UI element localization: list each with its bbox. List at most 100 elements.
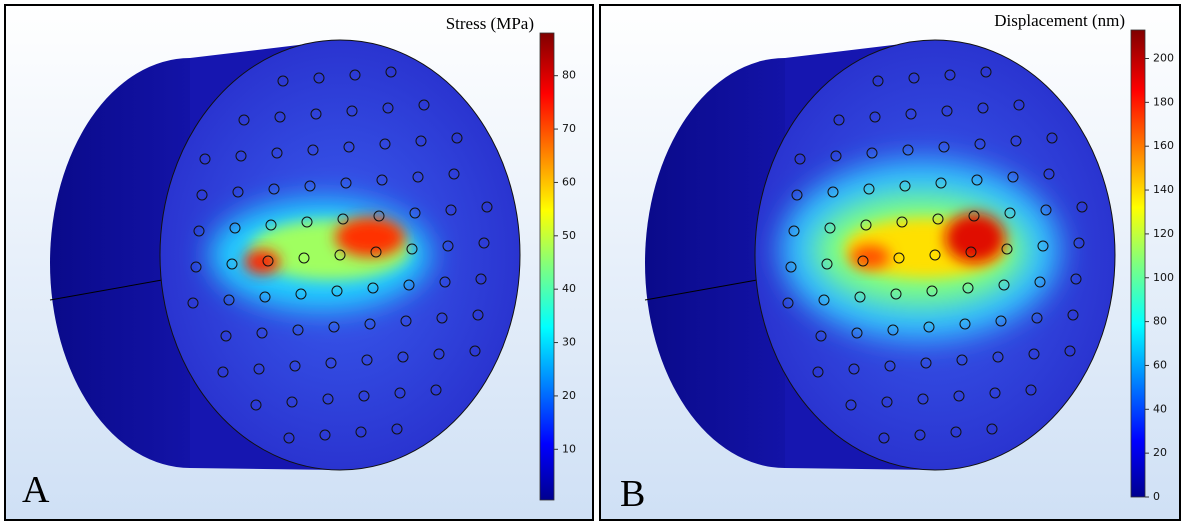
hole bbox=[385, 66, 397, 78]
hole bbox=[914, 429, 926, 441]
hole bbox=[998, 279, 1010, 291]
colorbar bbox=[539, 32, 555, 501]
hole bbox=[253, 363, 265, 375]
hole bbox=[328, 321, 340, 333]
hole bbox=[277, 75, 289, 87]
hole bbox=[821, 258, 833, 270]
hole bbox=[782, 297, 794, 309]
hole bbox=[896, 216, 908, 228]
hole bbox=[980, 66, 992, 78]
field-hotspot bbox=[244, 250, 280, 274]
colorbar-tick-label: 60 bbox=[562, 175, 576, 188]
hole bbox=[1031, 312, 1043, 324]
hole bbox=[355, 426, 367, 438]
hole bbox=[917, 393, 929, 405]
hole bbox=[959, 318, 971, 330]
hole bbox=[430, 384, 442, 396]
hole bbox=[271, 147, 283, 159]
hole bbox=[226, 258, 238, 270]
hole bbox=[442, 240, 454, 252]
hole bbox=[962, 282, 974, 294]
hole bbox=[890, 288, 902, 300]
hole bbox=[370, 246, 382, 258]
colorbar-tick-label: 80 bbox=[1153, 315, 1167, 328]
hole bbox=[956, 354, 968, 366]
hole bbox=[989, 387, 1001, 399]
hole bbox=[376, 174, 388, 186]
hole bbox=[301, 216, 313, 228]
hole bbox=[845, 399, 857, 411]
hole bbox=[478, 237, 490, 249]
hole bbox=[812, 366, 824, 378]
hole bbox=[935, 177, 947, 189]
hole bbox=[851, 327, 863, 339]
hole bbox=[187, 297, 199, 309]
hole bbox=[313, 72, 325, 84]
hole bbox=[304, 180, 316, 192]
colorbar-tick-label: 180 bbox=[1153, 95, 1174, 108]
hole bbox=[433, 348, 445, 360]
colorbar bbox=[1130, 29, 1146, 498]
hole bbox=[1034, 276, 1046, 288]
hole bbox=[1007, 171, 1019, 183]
hole bbox=[412, 171, 424, 183]
colorbar-tick-label: 80 bbox=[562, 69, 576, 82]
colorbar-tick-label: 140 bbox=[1153, 183, 1174, 196]
hole bbox=[878, 432, 890, 444]
hole bbox=[265, 219, 277, 231]
hole bbox=[902, 144, 914, 156]
hole bbox=[785, 261, 797, 273]
hole bbox=[382, 102, 394, 114]
hole bbox=[848, 363, 860, 375]
hole bbox=[866, 147, 878, 159]
hole bbox=[950, 426, 962, 438]
colorbar-tick-label: 40 bbox=[1153, 402, 1167, 415]
hole bbox=[403, 279, 415, 291]
hole bbox=[818, 294, 830, 306]
hole bbox=[965, 246, 977, 258]
hole bbox=[908, 72, 920, 84]
colorbar-tick-label: 50 bbox=[562, 229, 576, 242]
hole bbox=[887, 324, 899, 336]
panel-b: Displacement (nm) 0 20 40 60 80 100 120 140 160 18… bbox=[599, 4, 1181, 521]
hole bbox=[292, 324, 304, 336]
hole bbox=[815, 330, 827, 342]
hole bbox=[1001, 243, 1013, 255]
colorbar-tick-label: 160 bbox=[1153, 139, 1174, 152]
hole bbox=[346, 105, 358, 117]
colorbar-tick-label: 100 bbox=[1153, 271, 1174, 284]
hole bbox=[268, 183, 280, 195]
colorbar-title: Displacement (nm) bbox=[994, 11, 1125, 30]
hole bbox=[893, 252, 905, 264]
hole bbox=[196, 189, 208, 201]
hole bbox=[397, 351, 409, 363]
hole bbox=[938, 141, 950, 153]
hole bbox=[794, 153, 806, 165]
seam bbox=[644, 279, 758, 301]
hole bbox=[358, 390, 370, 402]
hole bbox=[929, 249, 941, 261]
hole bbox=[971, 174, 983, 186]
hole bbox=[968, 210, 980, 222]
hole bbox=[941, 105, 953, 117]
hole bbox=[1067, 309, 1079, 321]
hole bbox=[469, 345, 481, 357]
hole bbox=[830, 150, 842, 162]
hole bbox=[863, 183, 875, 195]
hole bbox=[872, 75, 884, 87]
hole bbox=[364, 318, 376, 330]
colorbar-tick-label: 30 bbox=[562, 336, 576, 349]
hole bbox=[869, 111, 881, 123]
field-hotspot bbox=[945, 213, 1005, 263]
hole bbox=[1073, 237, 1085, 249]
hole bbox=[229, 222, 241, 234]
hole bbox=[400, 315, 412, 327]
hole bbox=[409, 207, 421, 219]
hole bbox=[418, 99, 430, 111]
hole bbox=[334, 249, 346, 261]
hole bbox=[259, 291, 271, 303]
hole bbox=[1028, 348, 1040, 360]
hole bbox=[860, 219, 872, 231]
hole bbox=[238, 114, 250, 126]
seam bbox=[49, 279, 163, 301]
